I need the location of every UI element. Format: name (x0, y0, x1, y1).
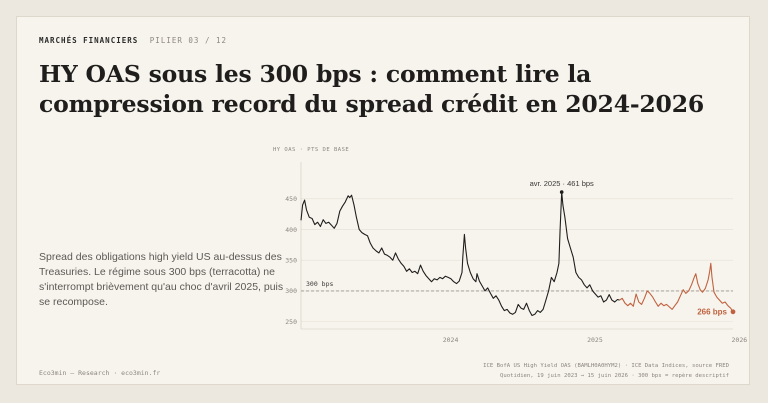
threshold-label: 300 bps (306, 280, 333, 288)
kicker: MARCHÉS FINANCIERS PILIER 03 / 12 (39, 36, 227, 45)
annotations: avr. 2025 · 461 bps 266 bps (530, 179, 736, 316)
x-tick-label-2026: 2026 (732, 336, 748, 344)
peak-marker (559, 190, 564, 194)
footer-brand: Eco3min — Research · eco3min.fr (39, 369, 161, 377)
y-tick-label-250: 250 (285, 318, 297, 326)
last-value-marker (730, 309, 736, 315)
gridlines (301, 198, 733, 322)
source-note: ICE BofA US High Yield OAS (BAMLH0A0HYM2… (483, 361, 729, 381)
series-line-main (300, 191, 620, 317)
y-axis-caption: HY OAS · PTS DE BASE (273, 147, 349, 153)
page-title: HY OAS sous les 300 bps : comment lire l… (39, 60, 705, 118)
x-axis: 2024 2025 2026 (301, 328, 748, 344)
pillar-label: PILIER 03 / 12 (149, 36, 228, 45)
source-line-2: Quotidien, 19 juin 2023 → 15 juin 2026 ·… (499, 373, 729, 379)
y-tick-label-350: 350 (285, 257, 297, 265)
x-tick-label-2024: 2024 (443, 336, 459, 344)
section-label: MARCHÉS FINANCIERS (39, 36, 139, 45)
chart-description: Spread des obligations high yield US au-… (39, 251, 284, 308)
peak-label: avr. 2025 · 461 bps (530, 179, 594, 188)
y-tick-label-300: 300 (285, 287, 297, 295)
series-line-regime (619, 262, 734, 313)
hy-oas-chart: HY OAS · PTS DE BASE 250 300 350 400 450 202… (273, 147, 748, 344)
source-line-1: ICE BofA US High Yield OAS (BAMLH0A0HYM2… (483, 363, 729, 369)
chart-card: MARCHÉS FINANCIERS PILIER 03 / 12 HY OAS… (16, 16, 750, 385)
y-axis: 250 300 350 400 450 (285, 162, 302, 329)
last-value-label: 266 bps (697, 307, 727, 316)
threshold: 300 bps (301, 280, 733, 292)
x-tick-label-2025: 2025 (587, 336, 603, 344)
series-lines (300, 191, 734, 317)
y-tick-label-450: 450 (285, 195, 297, 203)
y-tick-label-400: 400 (285, 226, 297, 234)
